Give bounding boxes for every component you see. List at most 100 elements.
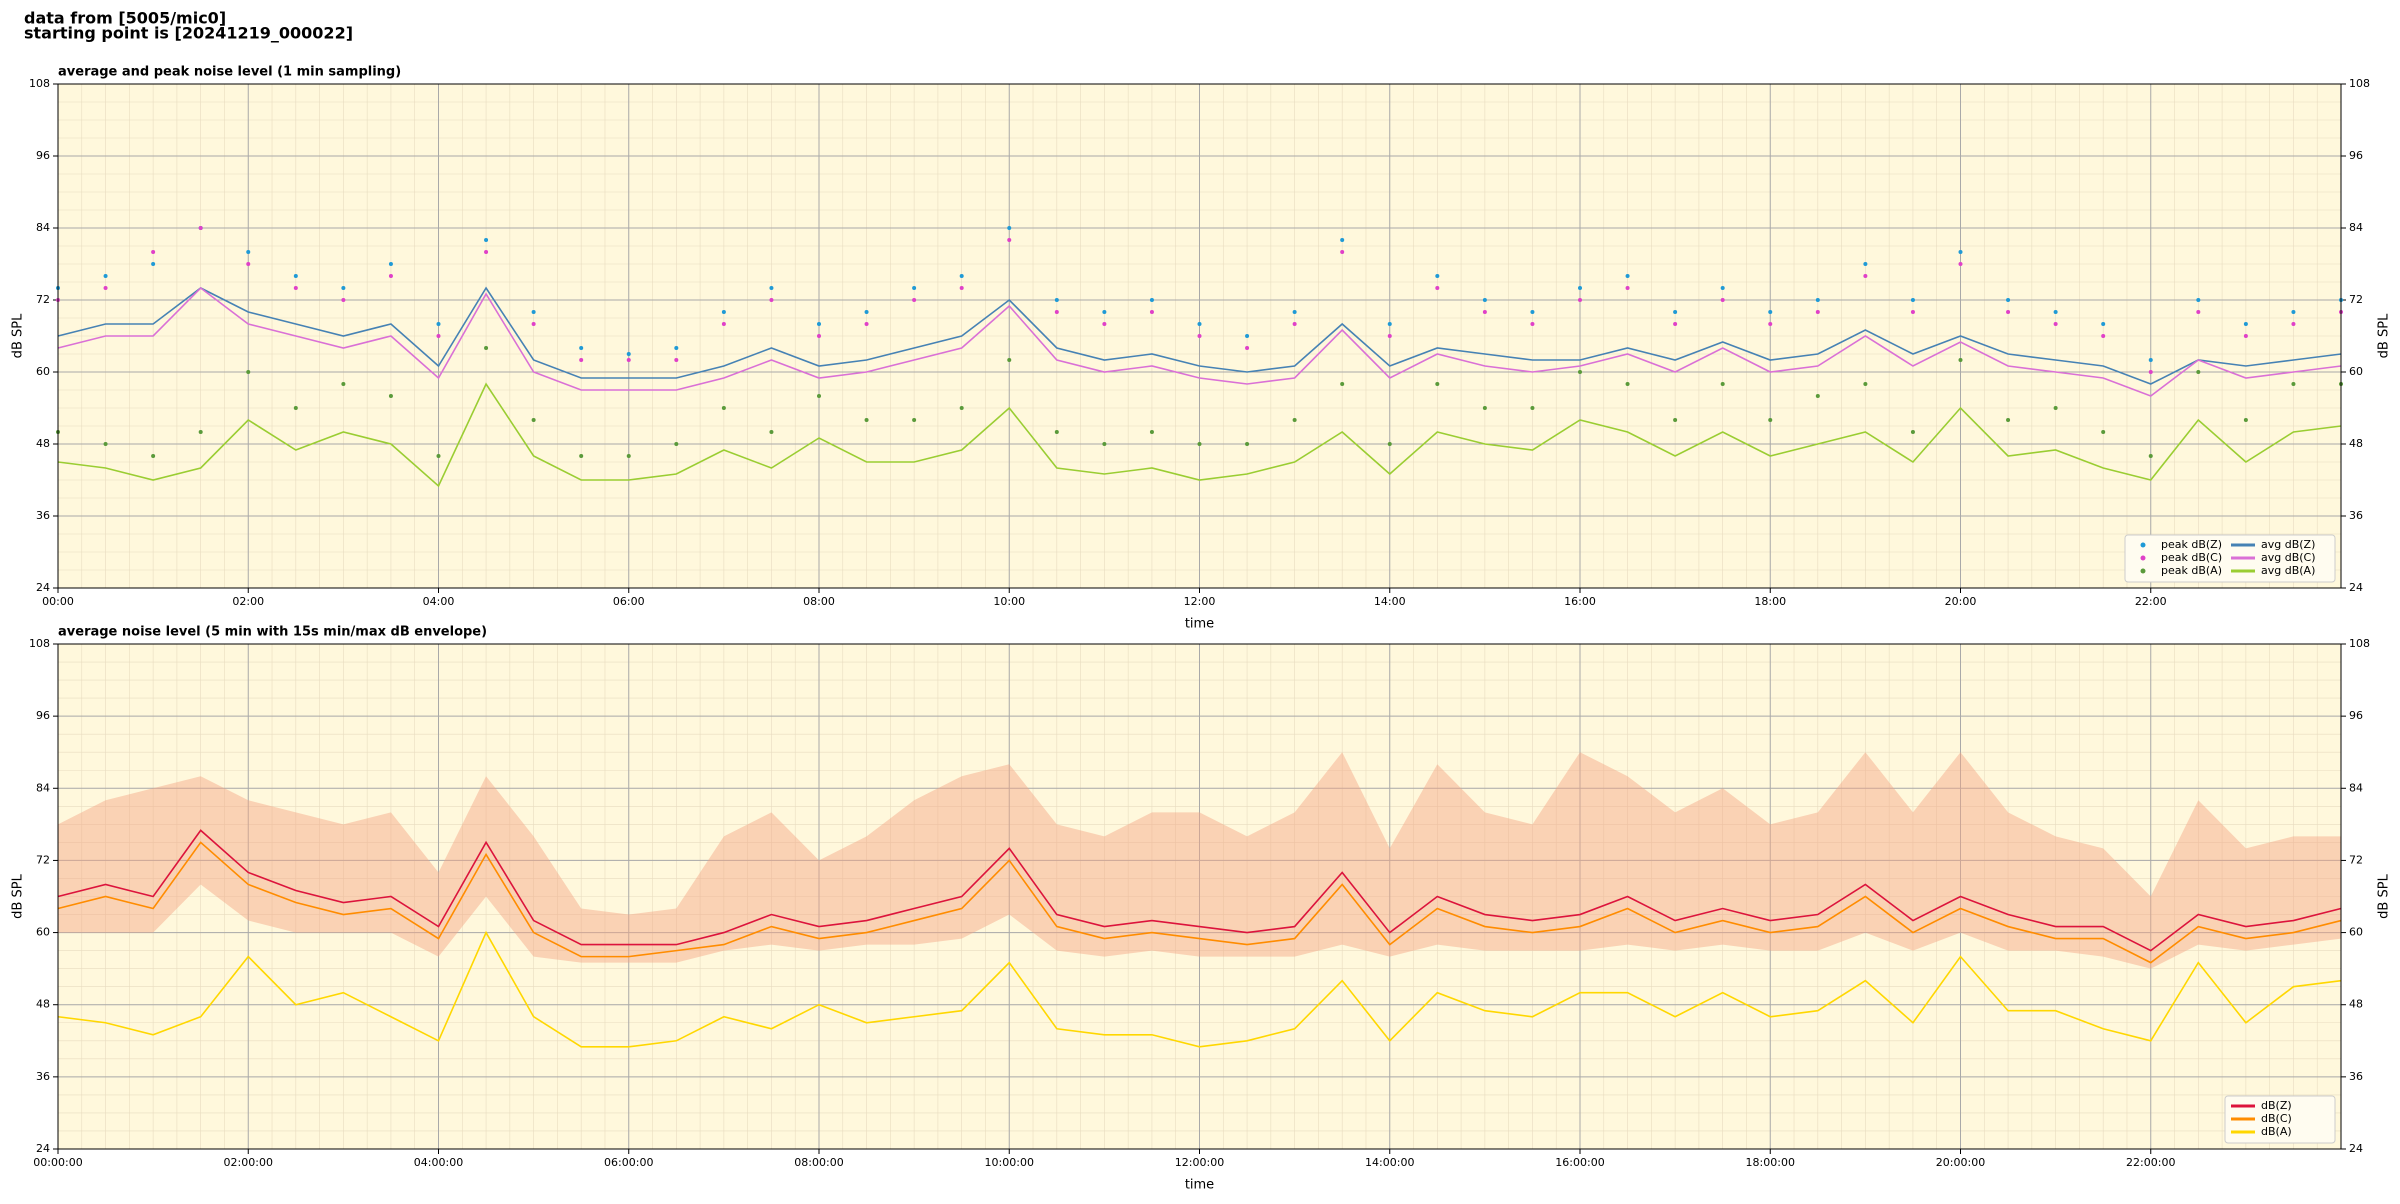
y-axis-label-right: dB SPL: [2377, 873, 2392, 918]
peak-point: [341, 286, 346, 290]
legend-label: avg dB(C): [2261, 551, 2316, 564]
x-tick-label: 02:00: [232, 595, 264, 608]
peak-point: [2196, 370, 2201, 374]
peak-point: [388, 274, 393, 278]
peak-point: [1578, 298, 1582, 302]
y-tick-label: 48: [36, 998, 50, 1011]
x-tick-label: 22:00: [2135, 595, 2167, 608]
x-tick-label: 18:00: [1754, 595, 1786, 608]
peak-point: [2148, 370, 2153, 374]
y-tick-label-right: 48: [2349, 437, 2363, 450]
peak-point: [1149, 310, 1154, 314]
x-tick-label: 20:00: [1945, 595, 1977, 608]
series-line: [57, 382, 2342, 488]
header-line: starting point is [20241219_000022]: [24, 24, 353, 43]
y-tick-label-right: 72: [2349, 853, 2363, 866]
peak-point: [2101, 430, 2106, 434]
peak-point: [1149, 430, 1154, 434]
peak-point: [1863, 382, 1868, 386]
x-tick-label: 16:00:00: [1555, 1156, 1604, 1169]
peak-point: [484, 238, 489, 242]
legend-label: avg dB(Z): [2261, 538, 2315, 551]
peak-point: [1245, 442, 1250, 446]
peak-point: [1197, 334, 1202, 338]
peak-point: [1340, 250, 1345, 254]
peak-point: [1578, 370, 1582, 374]
y-tick-label: 96: [36, 149, 50, 162]
peak-point: [1958, 358, 1963, 362]
peak-point: [1007, 226, 1012, 230]
peak-point: [103, 442, 108, 446]
peak-point: [1292, 418, 1297, 422]
peak-point: [912, 418, 917, 422]
legend-label: dB(A): [2261, 1125, 2292, 1138]
peak-point: [674, 346, 679, 350]
y-tick-label: 108: [29, 637, 50, 650]
peak-point: [1482, 406, 1487, 410]
peak-point: [1245, 334, 1250, 338]
peak-point: [151, 262, 156, 266]
peak-point: [1863, 274, 1868, 278]
peak-point: [912, 286, 917, 290]
peak-point: [1530, 310, 1535, 314]
y-tick-label: 36: [36, 1070, 50, 1083]
legend-label: peak dB(A): [2161, 564, 2222, 577]
peak-point: [1910, 298, 1915, 302]
peak-point: [1673, 322, 1678, 326]
peak-point: [769, 286, 774, 290]
y-tick-label: 60: [36, 926, 50, 939]
peak-point: [769, 298, 774, 302]
legend-label: dB(C): [2261, 1112, 2292, 1125]
peak-point: [864, 322, 869, 326]
header-line: data from [5005/mic0]: [24, 9, 226, 28]
peak-point: [388, 262, 393, 266]
peak-point: [1102, 310, 1107, 314]
peak-point: [721, 322, 726, 326]
series-line: [57, 286, 2342, 385]
peak-point: [246, 250, 251, 254]
peak-point: [1197, 322, 1202, 326]
series-line: [57, 930, 2342, 1048]
y-tick-label-right: 60: [2349, 926, 2363, 939]
peak-point: [1768, 418, 1773, 422]
peak-point: [484, 250, 489, 254]
peak-point: [2291, 382, 2296, 386]
peak-point: [103, 286, 108, 290]
x-axis-label: time: [1185, 1178, 1214, 1193]
x-tick-label: 22:00:00: [2126, 1156, 2175, 1169]
peak-point: [2291, 310, 2296, 314]
peak-point: [1530, 322, 1535, 326]
peak-point: [531, 322, 536, 326]
peak-point: [2053, 310, 2058, 314]
y-tick-label: 24: [36, 581, 50, 594]
y-tick-label-right: 72: [2349, 293, 2363, 306]
peak-point: [1245, 346, 1250, 350]
legend-label: dB(Z): [2261, 1099, 2292, 1112]
peak-point: [1815, 298, 1820, 302]
peak-point: [1863, 262, 1868, 266]
peak-point: [2148, 454, 2153, 458]
legend-label: peak dB(C): [2161, 551, 2222, 564]
x-tick-label: 10:00: [993, 595, 1025, 608]
y-axis-label-right: dB SPL: [2377, 313, 2392, 358]
peak-point: [198, 226, 203, 230]
peak-point: [1625, 274, 1630, 278]
plot-frame: [57, 643, 2342, 1150]
y-tick-label-right: 60: [2349, 365, 2363, 378]
peak-point: [151, 454, 156, 458]
peak-point: [436, 334, 441, 338]
peak-point: [1340, 382, 1345, 386]
x-tick-label: 20:00:00: [1936, 1156, 1985, 1169]
y-tick-label-right: 24: [2349, 1142, 2363, 1155]
peak-point: [2291, 322, 2296, 326]
peak-point: [674, 358, 679, 362]
panel-title: average and peak noise level (1 min samp…: [58, 65, 401, 80]
y-tick-label: 84: [36, 781, 50, 794]
peak-point: [674, 442, 679, 446]
x-tick-label: 14:00:00: [1365, 1156, 1414, 1169]
peak-point: [1387, 322, 1392, 326]
peak-point: [341, 298, 346, 302]
peak-point: [959, 286, 964, 290]
peak-point: [2243, 334, 2248, 338]
